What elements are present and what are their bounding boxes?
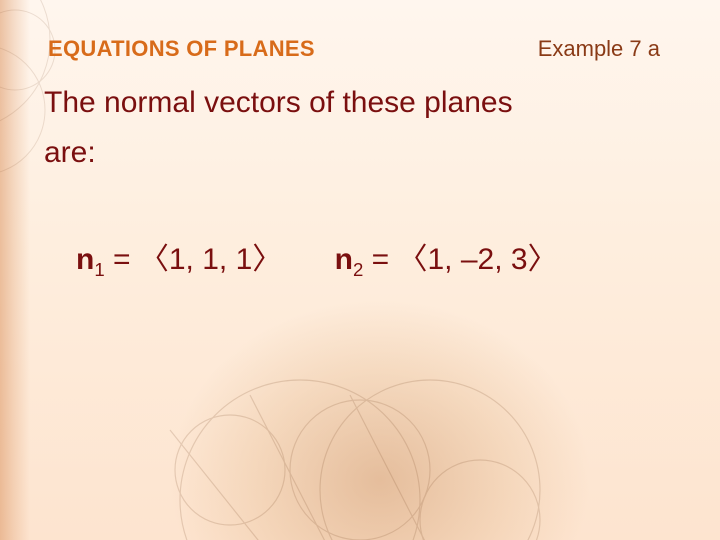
vector-n2-rbracket: 〉: [528, 243, 558, 276]
vector-n1-rbracket: 〉: [252, 243, 282, 276]
vector-n2-symbol: n: [335, 243, 353, 276]
vector-n1-eq: =: [105, 243, 139, 276]
vector-n1: n1 = 〈1, 1, 1〉: [76, 234, 282, 278]
vector-n2: n2 = 〈1, –2, 3〉: [335, 234, 558, 278]
vector-n1-lbracket: 〈: [139, 243, 169, 276]
body-line-1: The normal vectors of these planes: [44, 78, 513, 128]
vector-n1-symbol: n: [76, 243, 94, 276]
vectors-row: n1 = 〈1, 1, 1〉 n2 = 〈1, –2, 3〉: [76, 234, 602, 278]
vector-n1-sub: 1: [94, 259, 104, 280]
section-title: EQUATIONS OF PLANES: [48, 36, 315, 62]
body-text: The normal vectors of these planes are:: [44, 78, 513, 177]
vector-n2-values: 1, –2, 3: [428, 243, 528, 276]
vector-n1-values: 1, 1, 1: [169, 243, 252, 276]
vector-n2-eq: =: [363, 243, 397, 276]
example-label: Example 7 a: [538, 36, 660, 62]
left-edge-gradient: [0, 0, 30, 540]
body-line-2: are:: [44, 128, 513, 178]
slide: EQUATIONS OF PLANES Example 7 a The norm…: [0, 0, 720, 540]
vector-n2-lbracket: 〈: [398, 243, 428, 276]
vector-n2-sub: 2: [353, 259, 363, 280]
